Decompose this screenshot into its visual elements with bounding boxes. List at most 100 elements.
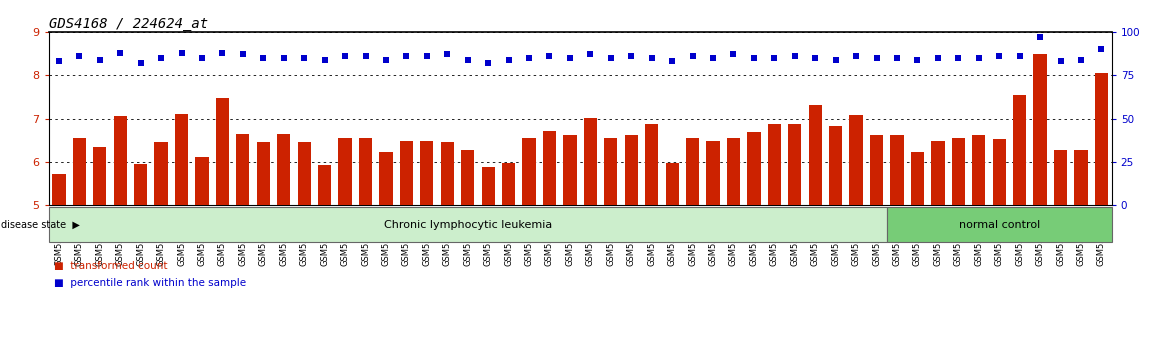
Point — [765, 55, 784, 61]
Point — [1092, 46, 1111, 52]
Bar — [543, 131, 556, 205]
Point — [560, 55, 579, 61]
Text: Chronic lymphocytic leukemia: Chronic lymphocytic leukemia — [383, 220, 552, 230]
Bar — [768, 124, 780, 205]
Point — [724, 52, 742, 57]
Bar — [666, 163, 679, 205]
Bar — [196, 157, 208, 205]
Point — [867, 55, 886, 61]
Point — [581, 52, 600, 57]
Bar — [624, 135, 638, 205]
Point — [745, 55, 763, 61]
Point — [520, 55, 538, 61]
Point — [662, 58, 681, 64]
Bar — [604, 138, 617, 205]
Bar — [645, 124, 659, 205]
Point — [1031, 34, 1049, 40]
Point — [601, 55, 620, 61]
Bar — [1033, 53, 1047, 205]
Bar — [175, 114, 188, 205]
Text: ■  percentile rank within the sample: ■ percentile rank within the sample — [54, 278, 247, 288]
Bar — [686, 138, 699, 205]
Point — [315, 57, 334, 62]
Point — [274, 55, 293, 61]
Bar — [501, 163, 515, 205]
Bar — [973, 135, 985, 205]
Bar — [747, 132, 761, 205]
Point — [683, 53, 702, 59]
Bar — [584, 118, 598, 205]
Point — [192, 55, 211, 61]
Point — [827, 57, 845, 62]
Point — [69, 53, 88, 59]
Point — [1051, 58, 1070, 64]
Bar — [1054, 150, 1068, 205]
Bar — [891, 135, 903, 205]
Bar — [420, 141, 433, 205]
Bar — [808, 105, 822, 205]
Point — [969, 55, 988, 61]
Bar — [52, 174, 66, 205]
Point — [173, 50, 191, 56]
Bar — [563, 135, 577, 205]
Bar — [911, 153, 924, 205]
Point — [1011, 53, 1029, 59]
Point — [704, 55, 723, 61]
Point — [397, 53, 416, 59]
Point — [990, 53, 1009, 59]
Point — [929, 55, 947, 61]
Bar — [789, 124, 801, 205]
Bar — [1075, 150, 1087, 205]
Text: ■  transformed count: ■ transformed count — [54, 261, 168, 270]
Bar — [952, 138, 965, 205]
Bar — [93, 147, 107, 205]
Point — [50, 58, 68, 64]
Bar — [236, 134, 249, 205]
Point — [846, 53, 865, 59]
Point — [111, 50, 130, 56]
Point — [418, 53, 437, 59]
Point — [213, 50, 232, 56]
Bar — [441, 142, 454, 205]
Bar — [134, 164, 147, 205]
Bar — [706, 141, 719, 205]
Bar — [113, 116, 127, 205]
Point — [376, 57, 395, 62]
Point — [234, 52, 252, 57]
Point — [254, 55, 272, 61]
Bar — [1094, 73, 1108, 205]
Bar — [338, 138, 352, 205]
Bar — [870, 135, 884, 205]
Point — [908, 57, 926, 62]
Point — [1072, 57, 1091, 62]
Point — [888, 55, 907, 61]
Point — [90, 57, 109, 62]
Point — [499, 57, 518, 62]
Point — [459, 57, 477, 62]
Bar — [154, 142, 168, 205]
Bar — [850, 115, 863, 205]
Bar — [257, 142, 270, 205]
Bar — [1013, 95, 1026, 205]
Point — [785, 53, 804, 59]
Point — [152, 55, 170, 61]
Bar — [359, 138, 372, 205]
Bar — [380, 153, 393, 205]
Bar — [298, 142, 310, 205]
Point — [357, 53, 375, 59]
Bar — [318, 165, 331, 205]
Bar — [461, 150, 475, 205]
Point — [295, 55, 314, 61]
Bar — [727, 138, 740, 205]
Text: GDS4168 / 224624_at: GDS4168 / 224624_at — [49, 17, 207, 31]
Bar — [829, 126, 842, 205]
Text: normal control: normal control — [959, 220, 1040, 230]
Point — [950, 55, 968, 61]
Point — [336, 53, 354, 59]
Point — [479, 60, 498, 66]
Bar — [400, 141, 413, 205]
Bar — [73, 138, 86, 205]
Bar — [522, 138, 536, 205]
Point — [622, 53, 640, 59]
Point — [541, 53, 559, 59]
